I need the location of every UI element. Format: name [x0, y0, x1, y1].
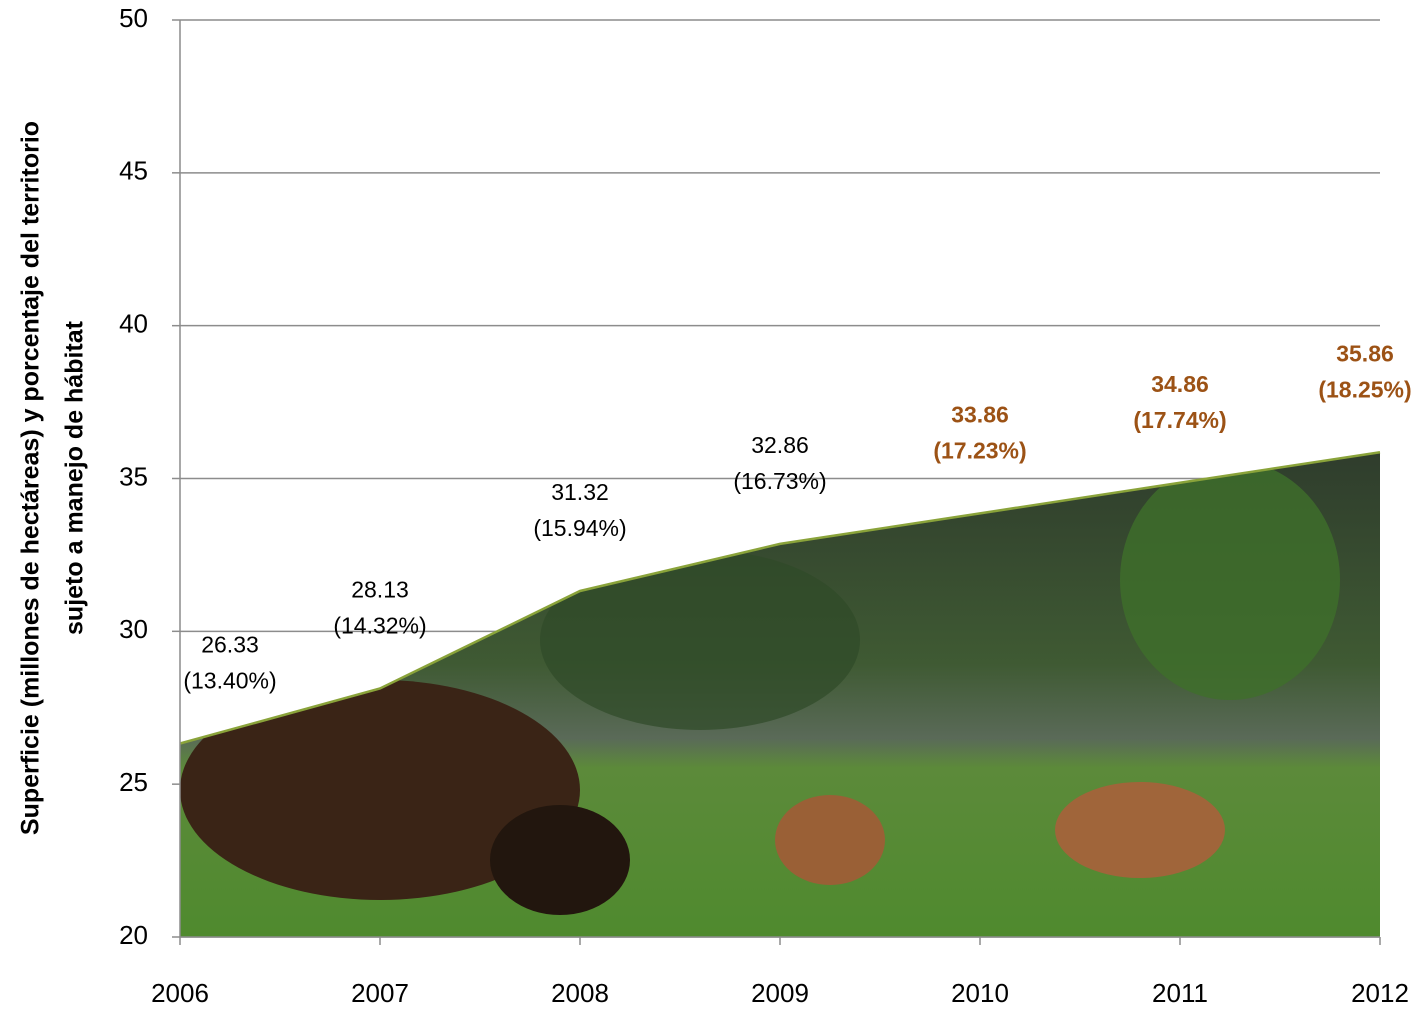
- x-tick-label: 2012: [1351, 978, 1409, 1008]
- percent-label: (17.23%): [933, 437, 1026, 463]
- value-label: 35.86: [1336, 340, 1394, 366]
- x-tick-label: 2008: [551, 978, 609, 1008]
- bison-head: [490, 805, 630, 915]
- value-label: 34.86: [1151, 371, 1209, 397]
- percent-label: (17.74%): [1133, 407, 1226, 433]
- x-tick-label: 2006: [151, 978, 209, 1008]
- percent-label: (18.25%): [1318, 376, 1411, 402]
- y-tick-label: 20: [119, 920, 148, 950]
- y-axis-title: sujeto a manejo de hábitat: [61, 320, 89, 635]
- value-label: 28.13: [351, 577, 409, 603]
- bison: [180, 680, 580, 900]
- percent-label: (16.73%): [733, 468, 826, 494]
- y-tick-label: 45: [119, 156, 148, 186]
- x-tick-label: 2007: [351, 978, 409, 1008]
- x-tick-label: 2010: [951, 978, 1009, 1008]
- area-line: [179, 450, 1381, 745]
- value-label: 33.86: [951, 401, 1009, 427]
- calf: [1055, 782, 1225, 878]
- value-label: 31.32: [551, 479, 609, 505]
- percent-label: (14.32%): [333, 613, 426, 639]
- percent-label: (13.40%): [183, 668, 276, 694]
- y-tick-label: 50: [119, 3, 148, 33]
- photo-decoration: [180, 452, 1380, 937]
- y-tick-label: 35: [119, 461, 148, 491]
- value-label: 26.33: [201, 632, 259, 658]
- y-tick-label: 30: [119, 614, 148, 644]
- x-tick-label: 2009: [751, 978, 809, 1008]
- foreground: 20 25 30 35 40 45 50 2006 2007 2008 2009 2010 2011 20…: [119, 3, 1412, 1008]
- value-label: 32.86: [751, 432, 809, 458]
- y-tick-label: 40: [119, 309, 148, 339]
- tree: [1120, 460, 1340, 700]
- y-tick-label: 25: [119, 767, 148, 797]
- percent-label: (15.94%): [533, 515, 626, 541]
- y-axis-title: Superficie (millones de hectáreas) y por…: [17, 121, 45, 835]
- x-tick-label: 2011: [1152, 978, 1208, 1008]
- tree: [540, 550, 860, 730]
- calf: [775, 795, 885, 885]
